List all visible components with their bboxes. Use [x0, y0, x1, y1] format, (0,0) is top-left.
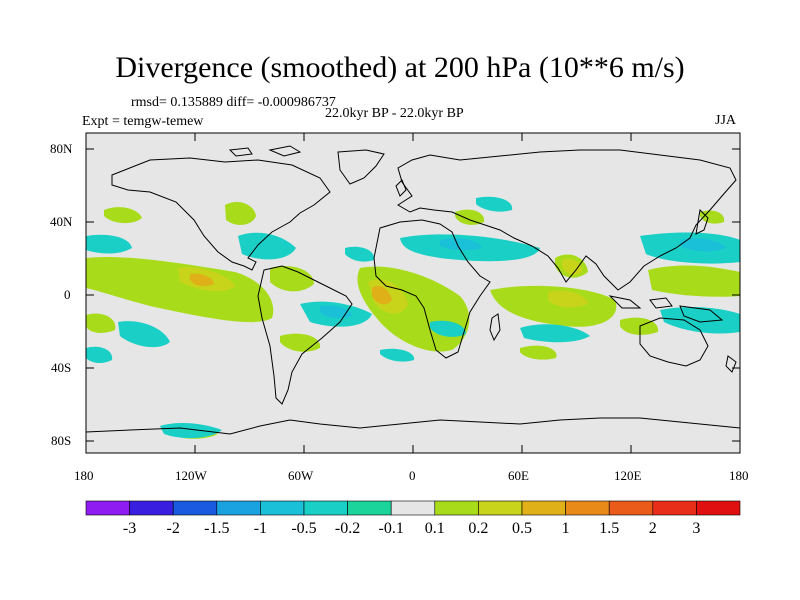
legend-swatch	[478, 500, 523, 516]
lon-label-60w: 60W	[288, 468, 314, 483]
negative-anomaly-layer	[86, 196, 740, 439]
experiment-label: Expt = temgw-temew	[82, 114, 204, 129]
lat-label-40s: 40S	[51, 360, 72, 375]
legend-swatch	[85, 500, 130, 516]
legend-label: -0.2	[334, 520, 361, 537]
legend-swatch	[565, 500, 610, 516]
legend-swatch	[390, 500, 436, 516]
lon-ticks	[194, 133, 632, 453]
lat-label-80s: 80S	[51, 433, 72, 448]
legend-swatch	[347, 500, 392, 516]
lat-ticks	[86, 148, 740, 442]
lon-label-0: 0	[409, 468, 416, 483]
legend-swatch	[172, 500, 218, 516]
stats-label: rmsd= 0.135889 diff= -0.000986737	[131, 95, 336, 110]
legend-label: 0.2	[468, 520, 489, 537]
legend-swatch	[434, 500, 479, 516]
legend-label: -0.5	[291, 520, 317, 537]
legend-colorbar	[85, 500, 741, 516]
legend-label: 1.5	[599, 520, 620, 537]
lat-label-40n: 40N	[50, 214, 73, 229]
legend-swatch	[696, 500, 741, 516]
lon-label-60e: 60E	[508, 468, 529, 483]
legend-label: -1	[253, 520, 268, 537]
legend-swatch	[303, 500, 348, 516]
legend-label: 0.5	[512, 520, 532, 537]
lon-label-120e: 120E	[614, 468, 642, 483]
strong-negative-layer	[320, 238, 726, 319]
legend-swatch	[652, 500, 697, 516]
positive-anomaly-layer	[86, 202, 740, 439]
legend-label: 2	[648, 520, 657, 537]
peak-positive-layer	[190, 273, 392, 305]
legend-label: 3	[692, 520, 701, 537]
legend-label: 0.1	[424, 520, 445, 537]
legend-label: -0.1	[378, 520, 404, 537]
legend-label: -1.5	[204, 520, 230, 537]
lat-label-0: 0	[64, 287, 71, 302]
legend-label: -2	[166, 520, 180, 537]
legend-swatch	[129, 500, 174, 516]
legend-label: -3	[122, 520, 137, 537]
season-label: JJA	[715, 113, 737, 128]
lon-label-180e: 180	[729, 468, 749, 483]
lon-label-120w: 120W	[175, 468, 207, 483]
legend-swatch	[260, 500, 305, 516]
legend-swatch	[521, 500, 566, 516]
period-label: 22.0kyr BP - 22.0kyr BP	[325, 106, 464, 121]
lat-label-80n: 80N	[50, 141, 73, 156]
chart-title: Divergence (smoothed) at 200 hPa (10**6 …	[115, 51, 685, 84]
coastlines	[86, 145, 740, 435]
legend-label: 1	[561, 520, 570, 537]
legend-swatch	[216, 500, 261, 516]
legend-swatch	[608, 500, 654, 516]
lon-label-180w: 180	[74, 468, 94, 483]
